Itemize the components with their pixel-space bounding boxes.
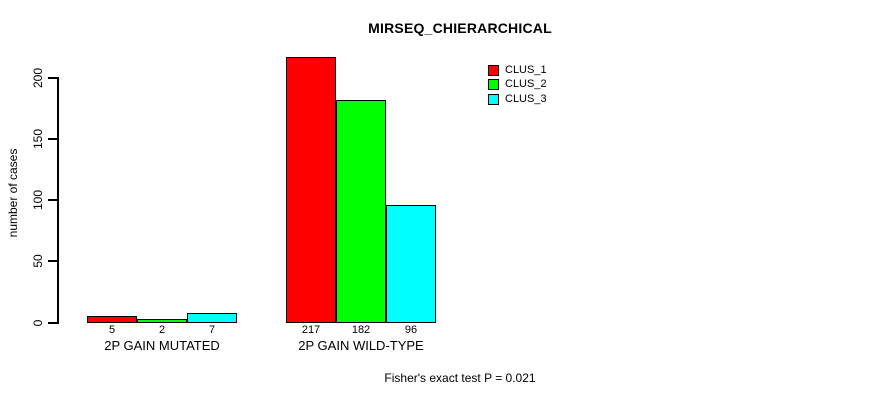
y-tick-mark (48, 77, 57, 79)
y-tick-mark (48, 199, 57, 202)
bar-clus-1-2p-gain-mutated (87, 316, 137, 323)
bar-value-label: 182 (351, 324, 371, 336)
bar-value-label: 217 (301, 324, 321, 336)
bar-clus-2-2p-gain-mutated (137, 319, 187, 323)
bar-value-label: 7 (208, 324, 216, 336)
x-category-label-2p-gain-mutated: 2P GAIN MUTATED (104, 338, 220, 353)
bar-value-label: 2 (158, 324, 166, 336)
bar-value-label: 5 (108, 324, 116, 336)
legend-swatch-clus-2 (488, 79, 499, 91)
y-tick-mark (48, 138, 57, 141)
legend-swatch-clus-3 (488, 93, 499, 105)
y-tick-mark (48, 321, 57, 324)
y-tick-mark (48, 260, 57, 263)
legend-label-clus-3: CLUS_3 (505, 92, 547, 105)
chart-title: MIRSEQ_CHIERARCHICAL (368, 20, 552, 36)
bar-clus-3-2p-gain-mutated (187, 313, 237, 323)
y-axis-line (57, 77, 59, 324)
bar-clus-3-2p-gain-wild-type (386, 205, 436, 323)
legend-label-clus-1: CLUS_1 (505, 64, 547, 76)
stat-test-caption: Fisher's exact test P = 0.021 (384, 371, 536, 385)
bar-clus-2-2p-gain-wild-type (336, 100, 386, 323)
legend-label-clus-2: CLUS_2 (505, 78, 547, 91)
bar-clus-1-2p-gain-wild-type (286, 57, 336, 323)
bar-value-label: 96 (404, 324, 418, 336)
legend-swatch-clus-1 (488, 65, 499, 76)
x-category-label-2p-gain-wild-type: 2P GAIN WILD-TYPE (298, 338, 424, 353)
